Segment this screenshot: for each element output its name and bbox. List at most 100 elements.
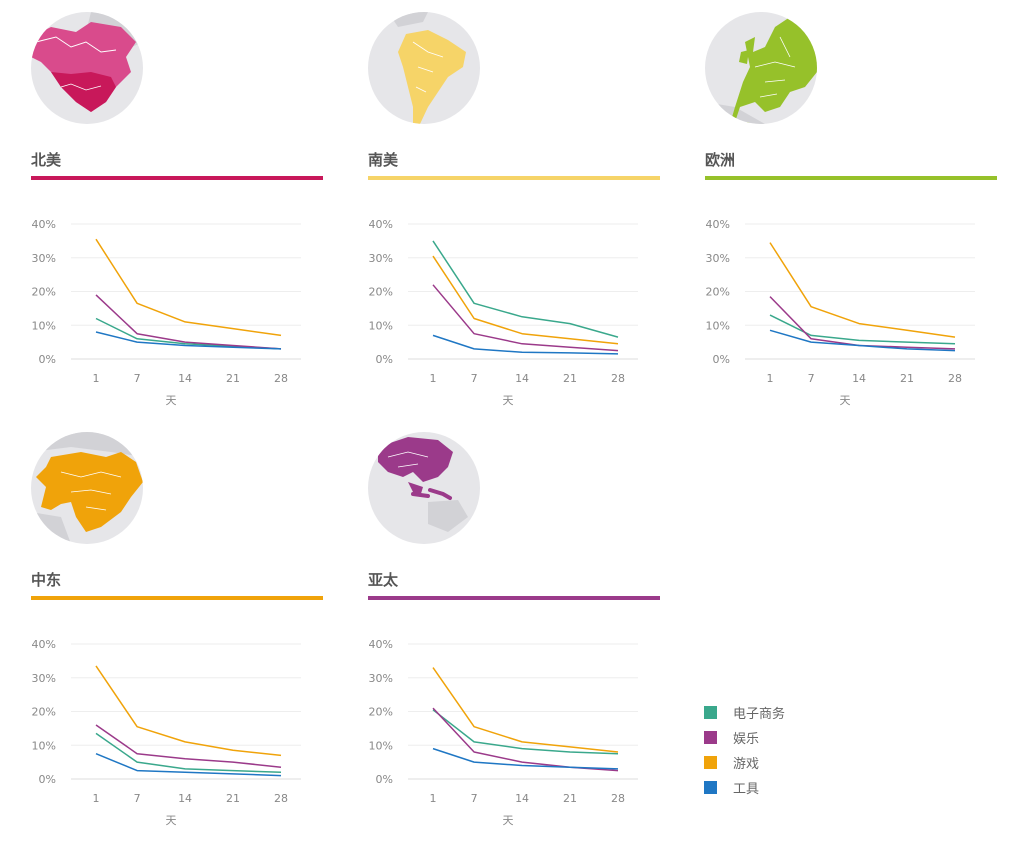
series-line <box>95 724 282 768</box>
y-tick-label: 10% <box>32 319 56 332</box>
y-tick-label: 40% <box>706 218 730 231</box>
y-tick-label: 10% <box>706 319 730 332</box>
region-panel-middle-east: 中东 0% 10% 20% 30% 40% 1 7 14 21 28 天 <box>31 432 331 842</box>
legend-label: 娱乐 <box>733 732 760 747</box>
legend-swatch <box>704 781 717 794</box>
region-title-rule <box>368 176 660 180</box>
x-tick-label: 21 <box>226 372 240 385</box>
x-tick-label: 14 <box>515 792 529 805</box>
legend-item-entertainment: 娱乐 <box>704 725 785 750</box>
series-line <box>769 314 956 345</box>
series-line <box>432 707 619 772</box>
asia-pacific-globe-icon <box>368 432 480 544</box>
region-title-rule <box>31 176 323 180</box>
y-tick-label: 30% <box>32 252 56 265</box>
x-tick-label: 14 <box>515 372 529 385</box>
series-line <box>432 255 619 345</box>
x-tick-label: 28 <box>948 372 962 385</box>
series-line <box>432 334 619 355</box>
legend-label: 游戏 <box>733 757 760 772</box>
y-tick-label: 30% <box>369 672 393 685</box>
x-tick-label: 21 <box>563 792 577 805</box>
legend-swatch <box>704 756 717 769</box>
legend-item-games: 游戏 <box>704 750 785 775</box>
region-title-rule <box>705 176 997 180</box>
x-tick-label: 7 <box>471 372 478 385</box>
x-tick-label: 28 <box>611 792 625 805</box>
y-tick-label: 0% <box>39 773 56 786</box>
retention-line-chart: 0% 10% 20% 30% 40% 1 7 14 21 28 天 <box>369 638 638 827</box>
y-tick-label: 40% <box>369 218 393 231</box>
x-tick-label: 28 <box>274 372 288 385</box>
y-tick-label: 10% <box>369 319 393 332</box>
region-title: 欧洲 <box>705 151 736 169</box>
y-tick-label: 20% <box>369 706 393 719</box>
y-tick-label: 40% <box>32 218 56 231</box>
x-tick-label: 7 <box>808 372 815 385</box>
series-line <box>432 667 619 753</box>
retention-line-chart: 0% 10% 20% 30% 40% 1 7 14 21 28 天 <box>32 638 301 827</box>
x-axis-label: 天 <box>503 814 514 827</box>
y-tick-label: 0% <box>713 353 730 366</box>
series-line <box>95 331 282 350</box>
y-tick-label: 10% <box>32 739 56 752</box>
y-tick-label: 0% <box>376 773 393 786</box>
x-axis-label: 天 <box>166 394 177 407</box>
series-line <box>432 709 619 755</box>
retention-line-chart: 0% 10% 20% 30% 40% 1 7 14 21 28 天 <box>369 218 638 407</box>
legend-swatch <box>704 706 717 719</box>
middle-east-globe-icon <box>31 432 143 544</box>
region-panel-north-america: 北美 0% 10% 20% 30% 40% 1 7 14 21 28 天 <box>31 12 331 422</box>
north-america-globe-icon <box>31 12 143 124</box>
x-tick-label: 14 <box>178 792 192 805</box>
south-america-globe-icon <box>368 12 480 124</box>
retention-line-chart: 0% 10% 20% 30% 40% 1 7 14 21 28 天 <box>706 218 975 407</box>
series-line <box>95 238 282 337</box>
legend-item-ecommerce: 电子商务 <box>704 700 785 725</box>
series-line <box>95 294 282 350</box>
series-line <box>432 747 619 770</box>
series-line <box>769 329 956 352</box>
x-tick-label: 14 <box>178 372 192 385</box>
y-tick-label: 10% <box>369 739 393 752</box>
region-title: 北美 <box>31 151 62 169</box>
region-panel-europe: 欧洲 0% 10% 20% 30% 40% 1 7 14 21 28 天 <box>705 12 1005 422</box>
x-tick-label: 21 <box>900 372 914 385</box>
region-panel-asia-pacific: 亚太 0% 10% 20% 30% 40% 1 7 14 21 28 天 <box>368 432 668 842</box>
series-line <box>95 732 282 774</box>
x-tick-label: 1 <box>93 372 100 385</box>
y-tick-label: 20% <box>32 286 56 299</box>
x-axis-label: 天 <box>166 814 177 827</box>
region-title: 中东 <box>31 571 62 589</box>
y-tick-label: 30% <box>706 252 730 265</box>
x-tick-label: 7 <box>134 792 141 805</box>
legend-label: 电子商务 <box>733 707 786 722</box>
x-tick-label: 21 <box>563 372 577 385</box>
x-tick-label: 14 <box>852 372 866 385</box>
y-tick-label: 30% <box>32 672 56 685</box>
x-tick-label: 1 <box>93 792 100 805</box>
y-tick-label: 40% <box>32 638 56 651</box>
region-title-rule <box>368 596 660 600</box>
x-tick-label: 1 <box>430 792 437 805</box>
x-tick-label: 1 <box>767 372 774 385</box>
x-tick-label: 28 <box>274 792 288 805</box>
legend-item-tools: 工具 <box>704 775 785 800</box>
x-tick-label: 21 <box>226 792 240 805</box>
series-line <box>432 284 619 352</box>
y-tick-label: 20% <box>32 706 56 719</box>
europe-globe-icon <box>705 12 817 124</box>
series-line <box>95 665 282 757</box>
x-axis-label: 天 <box>503 394 514 407</box>
y-tick-label: 0% <box>376 353 393 366</box>
x-tick-label: 28 <box>611 372 625 385</box>
x-tick-label: 7 <box>471 792 478 805</box>
region-panel-south-america: 南美 0% 10% 20% 30% 40% 1 7 14 21 28 天 <box>368 12 668 422</box>
legend-label: 工具 <box>733 782 760 797</box>
y-tick-label: 40% <box>369 638 393 651</box>
chart-legend: 电子商务 娱乐 游戏 工具 <box>704 700 785 800</box>
series-line <box>432 240 619 338</box>
legend-swatch <box>704 731 717 744</box>
retention-line-chart: 0% 10% 20% 30% 40% 1 7 14 21 28 天 <box>32 218 301 407</box>
x-axis-label: 天 <box>840 394 851 407</box>
